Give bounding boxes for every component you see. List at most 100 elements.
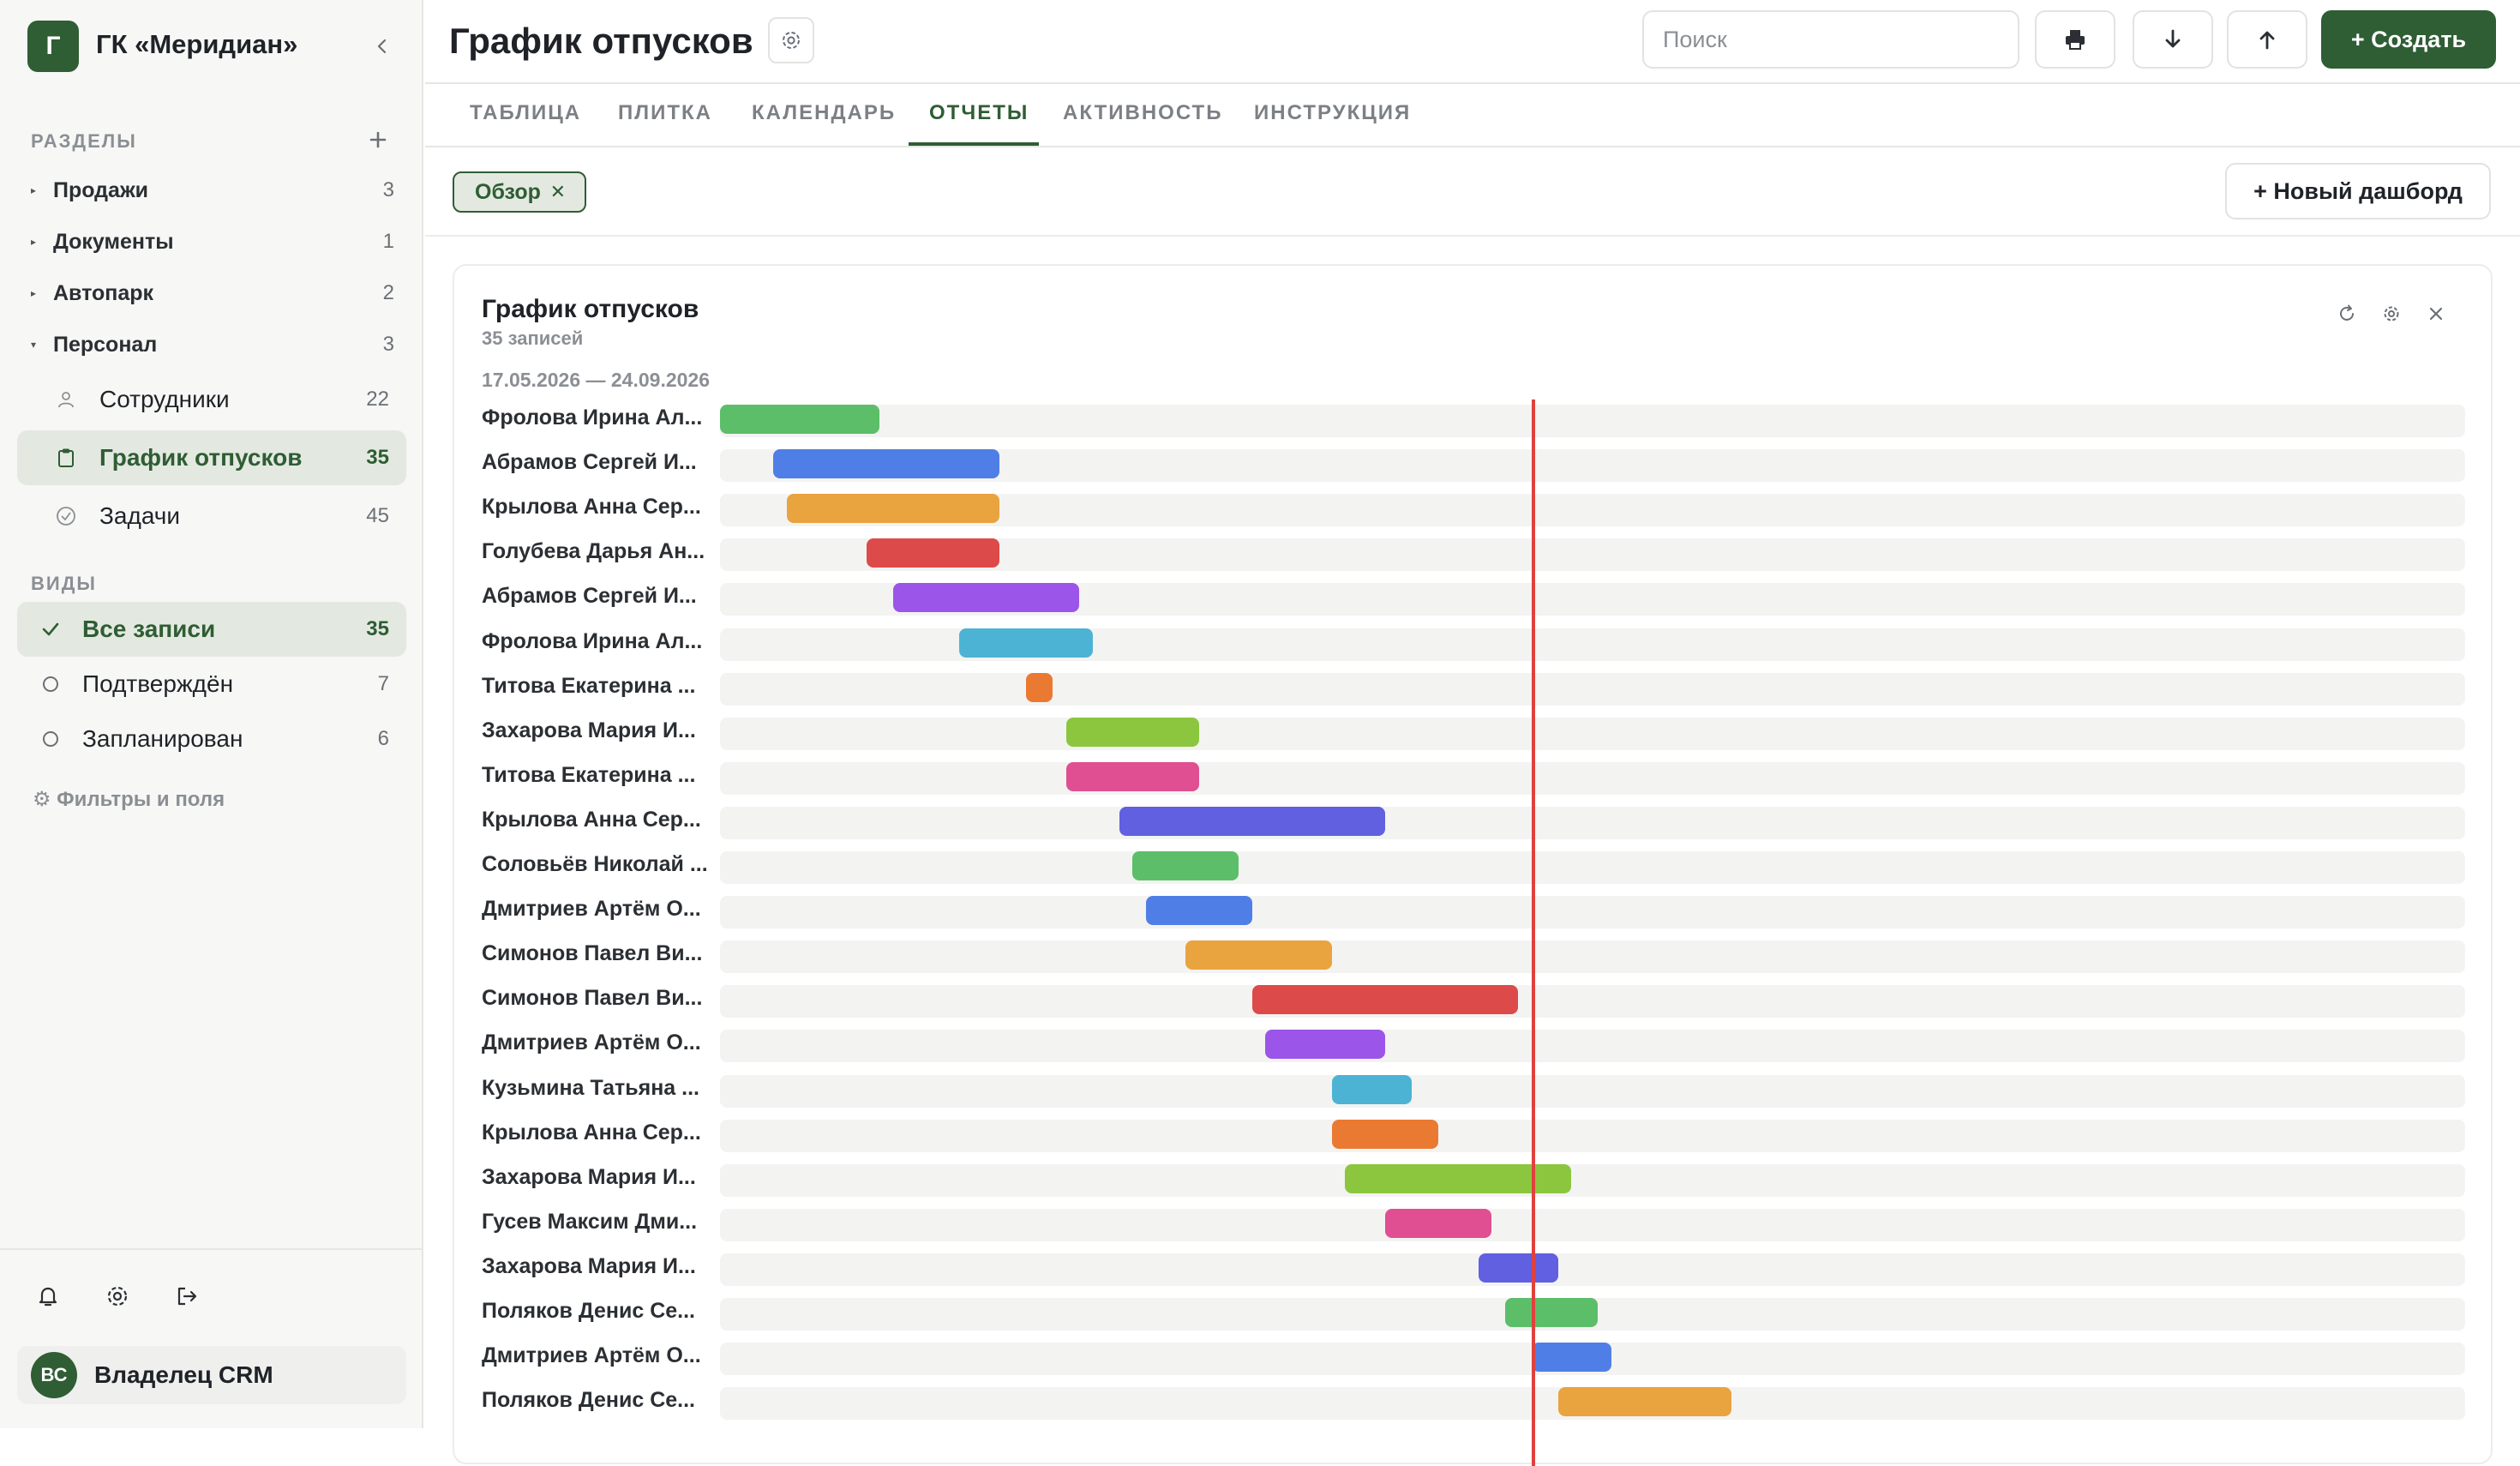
gantt-row[interactable]: Дмитриев Артём О... [454,1336,2494,1380]
vacation-bar[interactable] [1331,1074,1413,1104]
vacation-bar[interactable] [1065,761,1199,791]
sidebar-item-label: Задачи [99,502,181,529]
collapse-sidebar-icon[interactable] [367,31,398,62]
gantt-row-label: Крылова Анна Сер... [482,807,701,832]
export-download-button[interactable] [2133,10,2213,69]
vacation-bar[interactable] [1557,1387,1731,1417]
settings-gear-icon[interactable] [100,1279,135,1313]
import-upload-button[interactable] [2227,10,2307,69]
tab-reports[interactable]: ОТЧЕТЫ [929,101,1029,124]
gantt-row[interactable]: Дмитриев Артём О... [454,1023,2494,1067]
vacation-bar[interactable] [1345,1163,1572,1193]
gantt-row[interactable]: Абрамов Сергей И... [454,576,2494,621]
vacation-bar[interactable] [773,449,999,479]
vacation-bar[interactable] [1132,851,1239,880]
active-tab-indicator [909,142,1039,146]
gantt-row[interactable]: Захарова Мария И... [454,1157,2494,1202]
gantt-row-label: Захарова Мария И... [482,1164,696,1189]
sections-label: РАЗДЕЛЫ [31,130,137,152]
dashboard-chip-label: Обзор [475,179,541,204]
tab-table[interactable]: ТАБЛИЦА [470,101,582,124]
widget-settings-gear-icon[interactable] [2378,300,2405,327]
card-title: График отпусков [482,295,699,323]
vacation-bar[interactable] [1478,1253,1558,1283]
view-item-planned[interactable]: Запланирован 6 [17,712,406,766]
sidebar-item-tasks[interactable]: Задачи 45 [17,489,406,544]
gantt-row[interactable]: Поляков Денис Се... [454,1380,2494,1425]
section-group-count: 1 [382,230,394,253]
gantt-row[interactable]: Гусев Максим Дми... [454,1202,2494,1247]
gantt-row-label: Крылова Анна Сер... [482,495,701,520]
tab-instructions[interactable]: ИНСТРУКЦИЯ [1254,101,1412,124]
view-item-all-records[interactable]: Все записи 35 [17,602,406,657]
gantt-row[interactable]: Симонов Павел Ви... [454,978,2494,1023]
add-section-icon[interactable] [365,127,391,153]
gantt-row[interactable]: Крылова Анна Сер... [454,1113,2494,1157]
refresh-icon[interactable] [2333,300,2361,327]
close-icon[interactable]: ✕ [549,181,566,202]
view-item-label: Все записи [82,616,216,642]
vacation-bar[interactable] [1331,1119,1439,1149]
user-profile[interactable]: ВС Владелец CRM [17,1346,406,1404]
bell-icon[interactable] [31,1279,65,1313]
filters-and-fields-link[interactable]: ⚙ Фильтры и поля [33,788,225,811]
vacation-bar[interactable] [892,583,1080,613]
sidebar: Г ГК «Меридиан» РАЗДЕЛЫ ▸ Продажи 3 ▸ До… [0,0,423,1428]
vacation-bar[interactable] [1065,717,1199,747]
tab-calendar[interactable]: КАЛЕНДАРЬ [752,101,897,124]
gantt-row[interactable]: Титова Екатерина ... [454,755,2494,800]
gantt-row-label: Кузьмина Татьяна ... [482,1075,699,1100]
section-group-label: Автопарк [53,280,154,305]
gantt-row[interactable]: Титова Екатерина ... [454,666,2494,711]
gantt-row[interactable]: Фролова Ирина Ал... [454,398,2494,442]
gantt-row[interactable]: Крылова Анна Сер... [454,487,2494,532]
gantt-row-label: Захарова Мария И... [482,718,696,742]
page-settings-gear-icon[interactable] [768,17,814,63]
gantt-track [720,761,2465,795]
new-dashboard-button[interactable]: + Новый дашборд [2225,163,2491,219]
gantt-row[interactable]: Дмитриев Артём О... [454,889,2494,934]
org-name[interactable]: ГК «Меридиан» [96,29,298,59]
vacation-bar[interactable] [866,538,999,568]
section-group-documents[interactable]: ▸ Документы 1 [31,221,394,262]
vacation-bar[interactable] [1385,1208,1492,1238]
gantt-row[interactable]: Соловьёв Николай ... [454,844,2494,889]
vacation-bar[interactable] [1025,672,1053,702]
gantt-row[interactable]: Поляков Денис Се... [454,1291,2494,1336]
vacation-bar[interactable] [1185,940,1332,970]
search-input[interactable]: Поиск [1642,10,2019,69]
sidebar-item-employees[interactable]: Сотрудники 22 [17,372,406,427]
gantt-row[interactable]: Абрамов Сергей И... [454,442,2494,487]
tab-activity[interactable]: АКТИВНОСТЬ [1063,101,1223,124]
sidebar-item-vacation-schedule[interactable]: График отпусков 35 [17,430,406,485]
vacation-bar[interactable] [786,494,999,524]
gantt-row[interactable]: Симонов Павел Ви... [454,934,2494,978]
dashboard-chip-overview[interactable]: Обзор ✕ [453,171,586,213]
gantt-row[interactable]: Крылова Анна Сер... [454,800,2494,844]
gantt-row[interactable]: Захарова Мария И... [454,1247,2494,1291]
section-group-personnel[interactable]: ▾ Персонал 3 [31,324,394,365]
gantt-row[interactable]: Голубева Дарья Ан... [454,532,2494,576]
gantt-row[interactable]: Кузьмина Татьяна ... [454,1068,2494,1113]
gantt-row[interactable]: Захарова Мария И... [454,711,2494,755]
print-button[interactable] [2035,10,2115,69]
vacation-bar[interactable] [959,628,1093,658]
vacation-bar[interactable] [1504,1298,1599,1327]
vacation-bar[interactable] [1531,1343,1611,1373]
logout-icon[interactable] [170,1279,204,1313]
create-button[interactable]: + Создать [2321,10,2496,69]
section-group-fleet[interactable]: ▸ Автопарк 2 [31,273,394,314]
sidebar-item-count: 22 [366,388,389,411]
tab-tiles[interactable]: ПЛИТКА [618,101,712,124]
org-logo[interactable]: Г [27,21,79,72]
section-group-sales[interactable]: ▸ Продажи 3 [31,170,394,211]
vacation-bar[interactable] [1145,896,1252,926]
vacation-bar[interactable] [720,405,880,434]
vacation-bar[interactable] [1119,806,1385,836]
avatar: ВС [31,1352,77,1398]
vacation-bar[interactable] [1251,985,1519,1015]
view-item-confirmed[interactable]: Подтверждён 7 [17,657,406,712]
gantt-row[interactable]: Фролова Ирина Ал... [454,622,2494,666]
vacation-bar[interactable] [1265,1030,1385,1060]
close-widget-icon[interactable] [2422,300,2450,327]
